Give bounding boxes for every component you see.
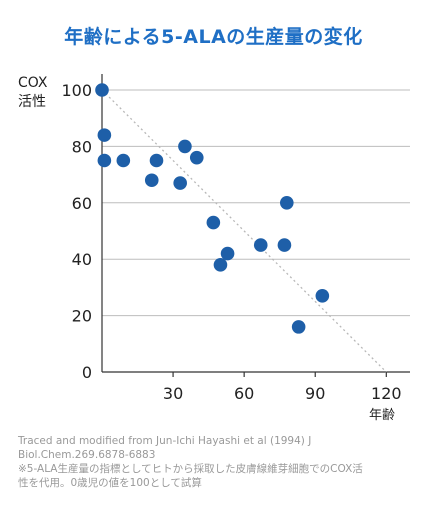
data-point-6 <box>178 139 192 154</box>
data-point-16 <box>291 320 306 334</box>
y-tick-label-80: 80 <box>72 137 92 156</box>
x-tick-label-30: 30 <box>163 384 183 403</box>
footnote: Traced and modified from Jun-Ichi Hayash… <box>18 434 413 490</box>
source-citation-line-1: Traced and modified from Jun-Ichi Hayash… <box>18 435 312 447</box>
y-tick-label-100: 100 <box>61 81 92 100</box>
data-point-13 <box>277 238 292 252</box>
method-note-line-1: ※5-ALA生産量の指標としてヒトから採取した皮膚線維芽細胞でのCOX活 <box>18 463 363 475</box>
x-tick-label-60: 60 <box>234 384 254 403</box>
y-axis-label-line-1: COX <box>18 75 48 91</box>
y-axis-label: COX 活性 <box>18 74 48 112</box>
data-point-5 <box>144 173 159 188</box>
y-tick-label-0: 0 <box>82 363 92 382</box>
data-point-11 <box>213 258 228 272</box>
data-point-9 <box>206 215 221 230</box>
x-axis-label: 年齢 <box>369 408 396 423</box>
y-tick-label-40: 40 <box>72 250 92 269</box>
x-tick-label-90: 90 <box>305 384 325 403</box>
data-point-2 <box>97 153 112 168</box>
data-point-7 <box>189 150 204 165</box>
y-tick-label-60: 60 <box>72 194 92 213</box>
data-point-15 <box>315 289 330 303</box>
data-point-12 <box>253 238 268 252</box>
trend-line <box>101 89 387 373</box>
data-point-1 <box>97 128 112 142</box>
data-point-3 <box>116 153 131 168</box>
method-note-line-2: 性を代用。0歳児の値を100として試算 <box>18 477 202 489</box>
source-citation-line-2: Biol.Chem.269.6878-6883 <box>18 449 156 461</box>
data-point-0 <box>95 83 109 97</box>
y-axis-label-line-2: 活性 <box>18 94 46 110</box>
data-point-4 <box>149 153 164 168</box>
data-point-14 <box>280 196 294 210</box>
data-point-8 <box>173 176 187 190</box>
y-tick-label-20: 20 <box>72 307 92 326</box>
chart-title: 年齢による5-ALAの生産量の変化 <box>64 26 363 48</box>
data-point-10 <box>220 246 235 261</box>
x-tick-label-120: 120 <box>371 384 402 403</box>
